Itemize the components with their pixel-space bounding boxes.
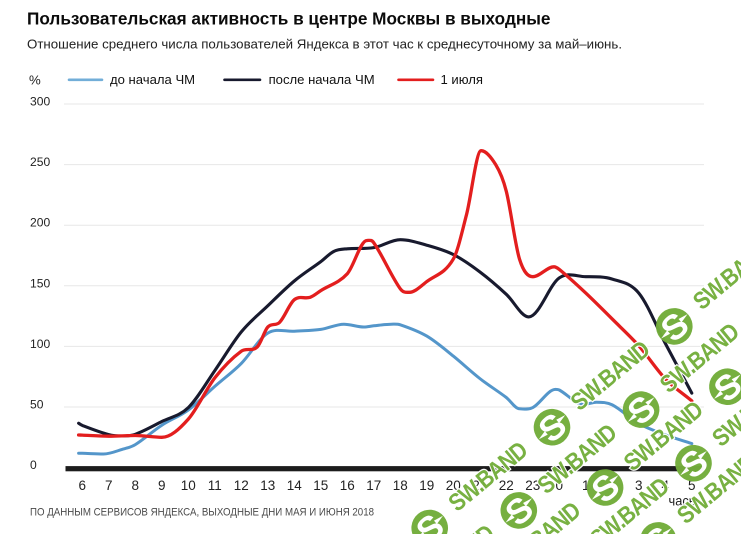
svg-text:12: 12 xyxy=(234,478,249,493)
svg-text:17: 17 xyxy=(366,478,381,493)
svg-text:23: 23 xyxy=(525,478,540,493)
svg-text:300: 300 xyxy=(30,95,50,109)
svg-text:3: 3 xyxy=(635,478,643,493)
svg-text:200: 200 xyxy=(30,216,50,230)
svg-text:9: 9 xyxy=(158,478,166,493)
svg-text:50: 50 xyxy=(30,398,44,412)
svg-text:19: 19 xyxy=(419,478,434,493)
svg-text:21: 21 xyxy=(472,478,487,493)
svg-text:7: 7 xyxy=(105,478,113,493)
svg-text:14: 14 xyxy=(287,478,303,493)
svg-text:Отношение среднего числа польз: Отношение среднего числа пользователей Я… xyxy=(27,37,622,52)
svg-text:100: 100 xyxy=(30,337,50,351)
svg-text:после начала ЧМ: после начала ЧМ xyxy=(269,72,375,87)
svg-text:20: 20 xyxy=(446,478,461,493)
svg-text:ПО ДАННЫМ СЕРВИСОВ ЯНДЕКСА, ВЫ: ПО ДАННЫМ СЕРВИСОВ ЯНДЕКСА, ВЫХОДНЫЕ ДНИ… xyxy=(30,506,374,518)
svg-text:250: 250 xyxy=(30,155,50,169)
svg-text:до начала ЧМ: до начала ЧМ xyxy=(110,72,195,87)
svg-text:6: 6 xyxy=(79,478,87,493)
svg-text:18: 18 xyxy=(393,478,408,493)
svg-text:1 июля: 1 июля xyxy=(441,72,484,87)
svg-text:22: 22 xyxy=(499,478,514,493)
svg-text:Пользовательская активность в: Пользовательская активность в центре Мос… xyxy=(27,8,550,28)
svg-text:1: 1 xyxy=(582,478,590,493)
svg-text:0: 0 xyxy=(30,458,37,472)
svg-text:%: % xyxy=(29,72,41,87)
svg-text:часы: часы xyxy=(669,492,699,508)
svg-text:15: 15 xyxy=(313,478,328,493)
svg-text:13: 13 xyxy=(260,478,275,493)
svg-text:10: 10 xyxy=(181,478,196,493)
svg-text:5: 5 xyxy=(688,478,696,493)
svg-text:16: 16 xyxy=(340,478,355,493)
svg-text:11: 11 xyxy=(208,478,222,493)
svg-text:8: 8 xyxy=(132,478,140,493)
svg-text:4: 4 xyxy=(662,478,670,493)
svg-text:0: 0 xyxy=(556,478,564,493)
svg-text:150: 150 xyxy=(30,276,50,290)
